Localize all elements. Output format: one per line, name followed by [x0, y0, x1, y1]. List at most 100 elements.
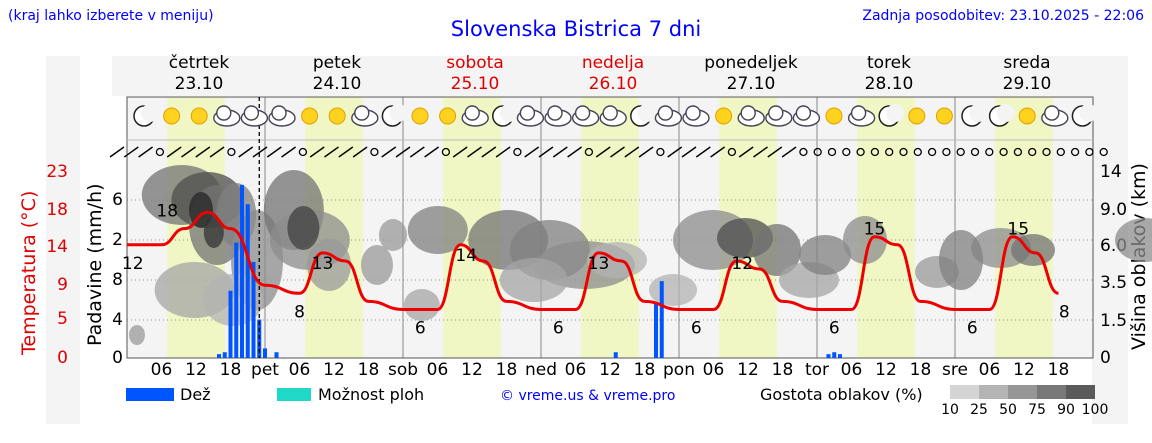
wind-barb-icon [610, 146, 625, 158]
wind-barb-icon [695, 146, 711, 158]
x-tick-label: 12 [461, 360, 483, 380]
calm-wind-icon [813, 147, 822, 157]
wind-barb-icon [109, 146, 125, 158]
temp-value-label: 6 [829, 318, 840, 338]
density-swatch [1008, 385, 1037, 399]
wind-barb-icon [166, 146, 182, 158]
moon-icon [381, 104, 408, 127]
cloud-icon [599, 105, 627, 127]
cloud-density-blob [939, 230, 983, 290]
chart-title: Slovenska Bistrica 7 dni [450, 17, 702, 41]
cloud-icon [792, 105, 821, 127]
cloud-density-blob [649, 274, 697, 306]
moon-icon [988, 104, 1015, 127]
wind-barb-icon [409, 146, 425, 158]
cloud-density-blob [189, 192, 213, 228]
calm-wind-icon [370, 147, 379, 157]
wind-barb-icon [123, 146, 139, 158]
cloud-icon [654, 105, 683, 127]
x-tick-label: sob [387, 360, 419, 380]
day-date: 29.10 [1002, 74, 1052, 94]
x-tick-label: 18 [495, 360, 518, 380]
temp-value-label: 6 [967, 318, 978, 338]
precip-bar [274, 352, 279, 358]
wind-barb-icon [181, 146, 196, 158]
precip-tick: 6 [112, 190, 123, 210]
temp-value-label: 14 [455, 246, 477, 266]
wind-barb-icon [338, 146, 354, 158]
precip-bar [838, 354, 842, 358]
cloud-icon [240, 105, 269, 127]
calm-wind-icon [927, 147, 937, 157]
x-tick-label: 18 [1047, 360, 1070, 380]
legend-storm-label: Možnost ploh [318, 385, 425, 404]
daylight-band [581, 97, 639, 358]
moon-icon [961, 104, 987, 127]
x-tick-label: 18 [357, 360, 380, 380]
x-tick-label: 06 [426, 360, 449, 380]
wind-barb-icon [309, 146, 325, 158]
cloud-tick: 14 [1100, 162, 1122, 182]
legend-rain-label: Dež [180, 385, 211, 404]
temperature-line [127, 210, 1060, 311]
cloud-icon [268, 105, 296, 127]
calm-wind-icon [1056, 147, 1065, 157]
cloud-tick: 3.5 [1100, 273, 1128, 293]
wind-barb-icon [395, 146, 411, 158]
wind-barb-icon [252, 146, 268, 158]
cloud-icon [544, 105, 572, 127]
wind-barb-icon [281, 146, 297, 158]
density-scale-label: 25 [970, 402, 988, 418]
temp-value-label: 12 [122, 254, 144, 274]
temp-tick: 14 [46, 237, 68, 257]
wind-barb-icon [195, 146, 211, 158]
wind-barb-icon [767, 146, 783, 158]
precip-bar [654, 304, 658, 358]
calm-wind-icon [942, 147, 951, 157]
calm-wind-icon [584, 147, 594, 157]
precip-bar [234, 242, 239, 358]
wind-barb-icon [567, 146, 583, 158]
day-name: četrtek [168, 53, 230, 73]
cloud-density-blob [129, 325, 145, 345]
calm-wind-icon [985, 147, 994, 157]
x-tick-label: 12 [185, 360, 207, 380]
x-tick-label: pon [663, 360, 695, 380]
temp-value-label: 13 [588, 254, 610, 274]
density-swatch [1037, 385, 1066, 399]
precip-tick: 2 [112, 230, 123, 250]
x-tick-label: sre [942, 360, 968, 380]
moon-icon [492, 104, 518, 127]
x-tick-label: 12 [875, 360, 897, 380]
calm-wind-icon [227, 147, 236, 157]
density-scale-label: 100 [1081, 402, 1109, 418]
calm-wind-icon [1085, 147, 1094, 157]
sun-icon [439, 107, 457, 125]
temp-value-label: 8 [294, 302, 305, 322]
wind-barb-icon [538, 146, 554, 158]
day-name: torek [867, 53, 911, 73]
day-name: sreda [1003, 53, 1051, 73]
sun-icon [328, 107, 346, 125]
wind-barb-icon [266, 146, 282, 158]
calm-wind-icon [1099, 147, 1108, 157]
temp-value-label: 6 [415, 318, 426, 338]
cloud-density-blob [379, 219, 407, 251]
cloud-icon [847, 105, 876, 127]
density-scale-label: 90 [1057, 402, 1075, 418]
precip-tick: 8 [112, 270, 123, 290]
precip-bar [222, 352, 227, 358]
moon-icon [630, 104, 656, 127]
cloud-tick: 0 [1100, 348, 1111, 368]
x-tick-label: 18 [771, 360, 794, 380]
day-date: 25.10 [450, 74, 500, 94]
cloud-icon [737, 105, 765, 127]
day-name: sobota [446, 53, 504, 73]
wind-barb-icon [452, 146, 468, 158]
calm-wind-icon [970, 147, 980, 157]
sun-icon [715, 107, 733, 125]
x-tick-label: 18 [633, 360, 656, 380]
wind-barb-icon [667, 146, 683, 158]
cloud-density-blob [307, 239, 351, 291]
